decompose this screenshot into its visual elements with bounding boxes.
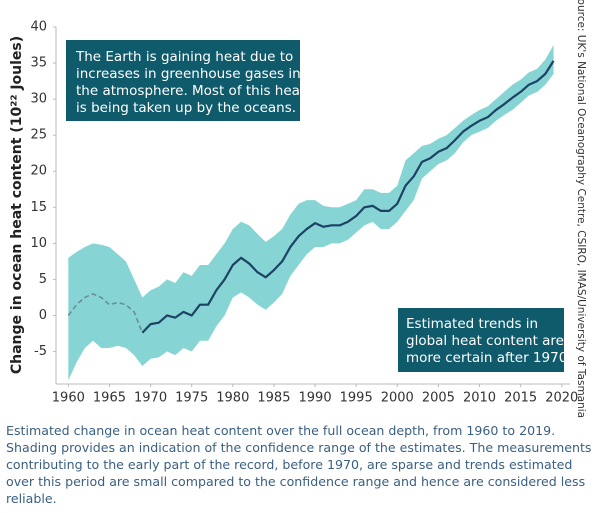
y-tick-label: 5: [39, 272, 47, 287]
series-line: [141, 60, 555, 334]
y-tick-label: 25: [30, 128, 47, 143]
y-axis-label: Change in ocean heat content (10²² Joule…: [9, 36, 25, 374]
series-line: [67, 293, 144, 334]
x-tick-label: 1980: [216, 391, 249, 406]
x-tick-label: 2005: [422, 391, 455, 406]
annotation-text: the atmosphere. Most of this heat: [76, 83, 305, 99]
y-tick-label: 35: [30, 56, 47, 71]
y-tick-label: 15: [30, 200, 47, 215]
annotation-text: global heat content are: [406, 333, 564, 349]
caption: Estimated change in ocean heat content o…: [6, 422, 598, 507]
annotation-text: increases in greenhouse gases in: [76, 66, 301, 82]
x-tick-label: 1985: [257, 391, 290, 406]
x-tick-label: 1975: [175, 391, 208, 406]
source: Source: UK's National Oceanography Centr…: [575, 0, 587, 418]
x-tick-label: 2020: [545, 391, 578, 406]
plot-area: [67, 45, 555, 381]
x-tick-label: 1960: [52, 391, 85, 406]
x-tick-label: 2000: [381, 391, 414, 406]
y-tick-label: 10: [30, 236, 47, 251]
confidence-band: [68, 45, 554, 381]
x-tick-label: 1995: [340, 391, 373, 406]
x-tick-label: 1965: [93, 391, 126, 406]
chart: Change in ocean heat content (10²² Joule…: [9, 0, 587, 418]
annotation-text: Estimated trends in: [406, 316, 538, 332]
annotation-text: is being taken up by the oceans.: [76, 100, 296, 116]
annotation-box: [66, 40, 300, 121]
y-tick-label: 40: [30, 20, 47, 35]
caption-line: Estimated change in ocean heat content o…: [6, 423, 556, 438]
annotation-text: The Earth is gaining heat due to: [75, 49, 293, 65]
x-tick-label: 2010: [463, 391, 496, 406]
annotation-box: [398, 308, 564, 372]
y-tick-label: 30: [30, 92, 47, 107]
y-tick-label: 20: [30, 164, 47, 179]
y-tick-label: -5: [34, 344, 47, 359]
caption-line: Shading provides an indication of the co…: [6, 440, 592, 506]
x-tick-label: 1970: [134, 391, 167, 406]
y-tick-label: 0: [39, 308, 47, 323]
x-tick-label: 1990: [299, 391, 332, 406]
annotation-text: more certain after 1970.: [406, 350, 572, 366]
x-tick-label: 2015: [504, 391, 537, 406]
